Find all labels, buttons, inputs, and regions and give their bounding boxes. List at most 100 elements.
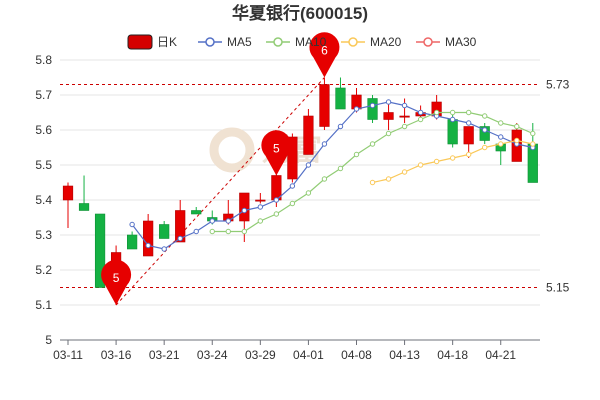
ma20-point [369, 179, 376, 186]
candle-body[interactable] [335, 87, 346, 110]
candle-body[interactable] [463, 126, 474, 145]
ma10-point [305, 190, 312, 196]
candle-body[interactable] [175, 210, 186, 243]
legend-marker [423, 37, 433, 47]
candle-body[interactable] [367, 98, 378, 120]
ma20-point [385, 176, 392, 182]
ma10-point [353, 151, 360, 158]
ma20-point [514, 137, 520, 144]
candle-body[interactable] [479, 126, 490, 141]
ma5-point [177, 235, 183, 242]
legend-label: MA5 [227, 35, 252, 49]
candle-body[interactable] [287, 136, 298, 180]
ma5-point [465, 120, 472, 126]
candle-body[interactable] [78, 203, 90, 211]
grid-lines [60, 59, 540, 341]
ma5-point [289, 183, 296, 189]
marker-pin: 6 [309, 32, 340, 78]
candle[interactable] [159, 221, 170, 239]
candle[interactable] [62, 182, 74, 229]
marker-pins: 5 5 6 [101, 32, 340, 305]
ma20-point [465, 151, 472, 158]
candle[interactable] [399, 98, 410, 124]
ma20-point [482, 144, 488, 151]
ma5-point [449, 116, 456, 123]
ma10-point [498, 120, 504, 126]
candle[interactable] [78, 175, 90, 211]
pin-shape [261, 130, 292, 176]
candle-body[interactable] [127, 234, 138, 250]
x-tick-label: 04-18 [437, 348, 468, 362]
candle[interactable] [383, 102, 394, 130]
candle[interactable] [335, 77, 346, 110]
candle[interactable] [143, 214, 154, 257]
candle-body[interactable] [143, 220, 154, 257]
ma10-point [482, 113, 488, 119]
pin-shape [309, 32, 340, 78]
candle[interactable] [479, 123, 490, 144]
candle-body[interactable] [159, 224, 170, 239]
candle-body[interactable] [383, 112, 394, 120]
ma10-point [417, 116, 424, 123]
x-tick-label: 04-21 [485, 348, 516, 362]
x-tick-label: 04-13 [389, 348, 420, 362]
candle[interactable] [367, 95, 378, 123]
legend-item-kline[interactable]: 日K [127, 34, 177, 50]
ma20-point [433, 158, 440, 165]
x-tick-label: 03-24 [197, 348, 228, 362]
ma5-point [161, 246, 167, 252]
candle[interactable] [319, 77, 330, 131]
ma20-point [417, 162, 424, 168]
legend-item-ma5[interactable]: MA5 [198, 35, 252, 49]
candle[interactable] [191, 207, 202, 215]
candle[interactable] [175, 200, 186, 243]
ma5-point [209, 218, 215, 224]
ma10-point [385, 130, 392, 137]
candle-body[interactable] [303, 115, 314, 155]
ma5-point [241, 207, 248, 214]
candle[interactable] [94, 213, 106, 288]
ma5-point [305, 162, 312, 168]
ma10-point [225, 228, 231, 235]
candle-body[interactable] [239, 192, 250, 222]
legend-label: MA30 [445, 35, 477, 49]
trend-line-segment [115, 77, 325, 306]
marker-pin: 5 [101, 259, 132, 305]
candle-body[interactable] [94, 213, 106, 288]
legend-item-ma10[interactable]: MA10 [266, 35, 327, 49]
legend-marker [273, 37, 283, 47]
candle-body[interactable] [447, 119, 458, 145]
candle[interactable] [303, 109, 314, 155]
candle-body[interactable] [255, 199, 266, 202]
legend-label: 日K [157, 35, 177, 49]
legend[interactable]: 日K MA5 MA10 MA20 MA30 [127, 34, 477, 50]
candle[interactable] [255, 193, 266, 204]
candle-body[interactable] [399, 115, 410, 118]
ma20-point [449, 155, 456, 161]
ma5-point [482, 127, 488, 133]
x-tick-label: 03-16 [101, 348, 132, 362]
candle-body[interactable] [191, 210, 202, 215]
candle[interactable] [495, 143, 506, 165]
ma5-point [129, 221, 135, 228]
watermark-logo [209, 127, 255, 173]
candle-body[interactable] [62, 185, 74, 201]
legend-label: MA20 [370, 35, 402, 49]
candle-body[interactable] [319, 84, 330, 127]
ma20-point [401, 169, 408, 175]
legend-label: MA10 [295, 35, 327, 49]
legend-item-ma30[interactable]: MA30 [416, 35, 477, 49]
legend-item-ma20[interactable]: MA20 [341, 35, 402, 49]
ma5-point [321, 141, 328, 147]
ma10-point [337, 165, 344, 172]
candle[interactable] [127, 231, 138, 250]
reference-lines: 5.73 5.15 [60, 78, 570, 295]
trend-line [115, 77, 325, 306]
y-tick-label: 5.7 [35, 88, 52, 102]
pin-label: 6 [321, 44, 328, 58]
ma5-point [145, 242, 151, 249]
ma20-point [530, 141, 536, 147]
candle[interactable] [287, 133, 298, 183]
